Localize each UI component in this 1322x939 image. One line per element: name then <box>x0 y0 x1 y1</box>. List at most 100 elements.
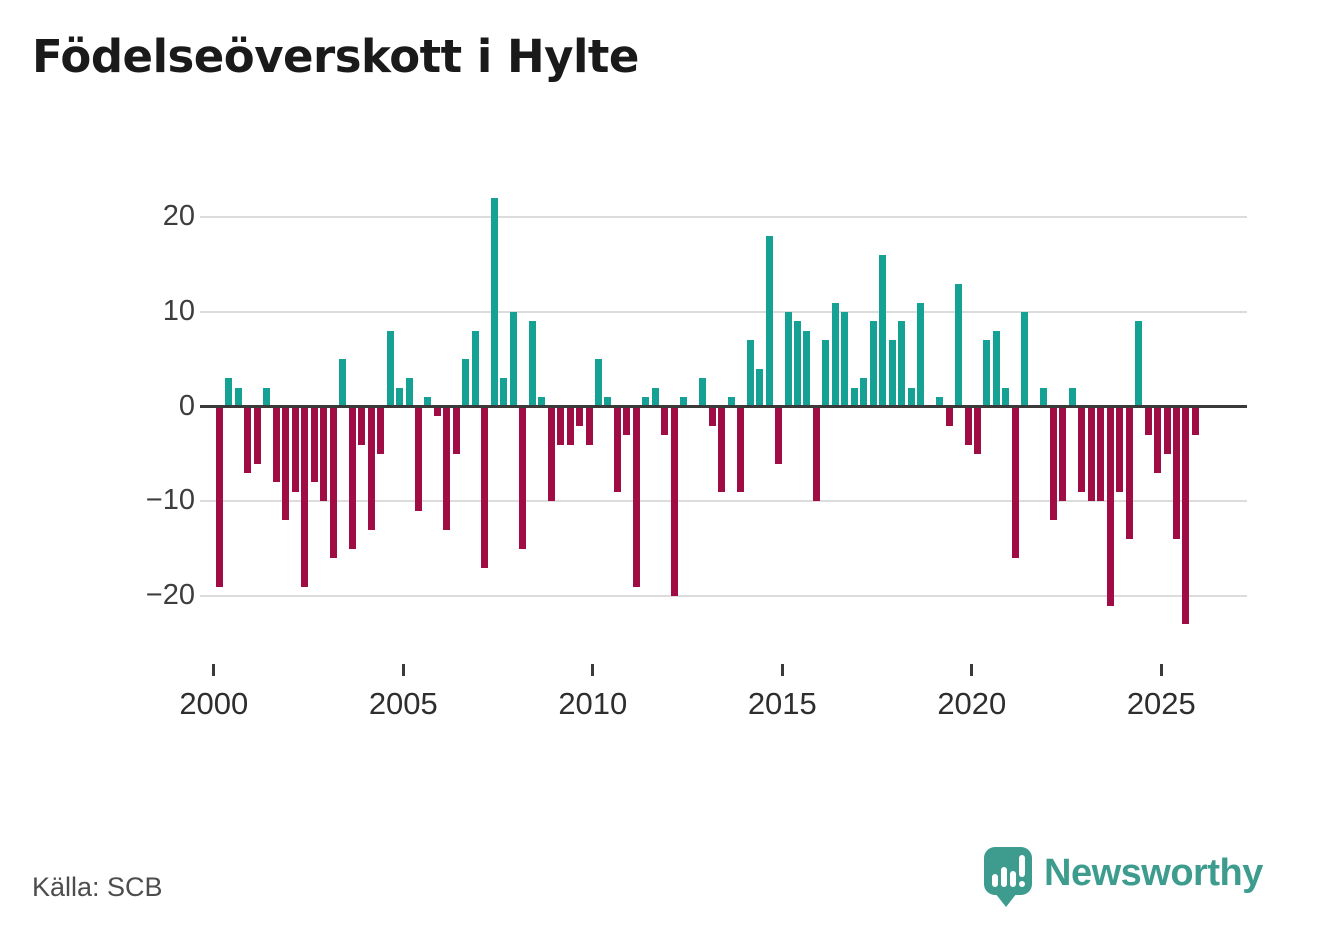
bar-2010Q3 <box>613 408 621 492</box>
bar-2007Q4 <box>509 312 517 406</box>
gridline-−10 <box>200 500 1247 503</box>
bar-2013Q3 <box>727 397 735 406</box>
bar-2010Q1 <box>595 359 602 406</box>
bar-2019Q4 <box>964 408 972 445</box>
x-axis-tick-2000 <box>212 664 216 676</box>
bar-2013Q1 <box>708 408 716 426</box>
bar-2020Q4 <box>1002 387 1010 406</box>
bar-2002Q1 <box>291 408 299 492</box>
bar-2024Q3 <box>1144 408 1152 436</box>
bar-2025Q3 <box>1182 408 1190 625</box>
bar-2011Q2 <box>642 397 650 406</box>
bar-2023Q4 <box>1116 408 1124 492</box>
bar-2012Q4 <box>699 378 707 406</box>
bar-2003Q1 <box>329 408 337 559</box>
bar-2006Q3 <box>462 359 470 406</box>
bar-2023Q2 <box>1097 408 1105 502</box>
bar-2000Q3 <box>234 387 242 406</box>
bar-2002Q3 <box>310 408 318 483</box>
bar-2011Q3 <box>651 387 659 406</box>
bar-2017Q4 <box>888 340 896 406</box>
bar-2011Q1 <box>632 408 640 587</box>
bar-2022Q1 <box>1049 408 1057 521</box>
bar-2021Q1 <box>1011 408 1019 559</box>
bar-2002Q4 <box>320 408 328 502</box>
gridline-−20 <box>200 595 1247 598</box>
bar-2021Q2 <box>1021 312 1029 406</box>
bar-2005Q2 <box>414 408 422 511</box>
gridline-10 <box>200 311 1247 313</box>
bar-2007Q2 <box>490 198 498 406</box>
bar-2016Q4 <box>850 387 858 406</box>
bar-2016Q3 <box>841 312 849 406</box>
logo-exclamation-dot <box>1019 881 1025 887</box>
bar-2001Q1 <box>253 408 261 464</box>
bar-2001Q2 <box>263 387 271 406</box>
bar-2008Q3 <box>538 397 546 406</box>
bar-2008Q2 <box>528 321 536 406</box>
bar-2007Q3 <box>500 378 508 406</box>
x-axis-label-2015: 2015 <box>747 686 817 721</box>
bar-2018Q1 <box>898 321 906 406</box>
bar-2011Q4 <box>661 408 669 436</box>
bar-2012Q2 <box>680 397 688 406</box>
bar-2009Q2 <box>566 408 574 445</box>
bar-2001Q3 <box>272 408 280 483</box>
bar-2021Q4 <box>1040 387 1048 406</box>
bar-2004Q3 <box>386 330 394 406</box>
newsworthy-logo: Newsworthy <box>984 845 1304 915</box>
bar-2004Q1 <box>367 408 375 530</box>
bar-2019Q2 <box>945 408 953 426</box>
logo-bar-large <box>1010 871 1016 887</box>
bar-2018Q2 <box>907 387 915 406</box>
bar-2014Q3 <box>765 236 773 406</box>
y-axis-label: −20 <box>145 579 195 612</box>
source-attribution: Källa: SCB <box>32 872 163 902</box>
bar-2023Q1 <box>1087 408 1095 502</box>
bar-2000Q4 <box>244 408 252 473</box>
bar-2006Q1 <box>443 408 451 530</box>
logo-bar-medium <box>1001 867 1007 887</box>
bar-2004Q2 <box>377 408 385 455</box>
bar-2015Q2 <box>793 321 801 406</box>
bar-2022Q2 <box>1059 408 1067 502</box>
bar-2022Q4 <box>1078 408 1086 492</box>
bar-2009Q4 <box>585 408 593 445</box>
bar-2015Q3 <box>803 330 811 406</box>
bar-2005Q1 <box>405 378 413 406</box>
gridline-20 <box>200 216 1247 219</box>
bar-2009Q3 <box>576 408 584 426</box>
x-axis-tick-2015 <box>780 664 784 676</box>
bar-2025Q2 <box>1172 408 1180 540</box>
bar-2006Q2 <box>452 408 460 455</box>
bar-2017Q1 <box>860 378 868 406</box>
bar-2024Q1 <box>1125 408 1133 540</box>
bar-2017Q3 <box>879 255 887 406</box>
bar-2014Q2 <box>756 368 764 406</box>
x-axis-label-2020: 2020 <box>937 686 1007 721</box>
x-axis-label-2000: 2000 <box>179 686 249 721</box>
bar-2014Q4 <box>775 408 783 464</box>
bar-2009Q1 <box>557 408 565 445</box>
bar-2003Q2 <box>339 359 347 406</box>
bar-2007Q1 <box>481 408 489 568</box>
page-title: Födelseöverskott i Hylte <box>32 30 639 83</box>
bar-2019Q1 <box>936 397 944 406</box>
bar-2005Q3 <box>424 397 432 406</box>
x-axis-label-2025: 2025 <box>1126 686 1196 721</box>
speech-bubble-tail <box>995 893 1017 907</box>
y-axis-label: 10 <box>162 295 195 327</box>
bar-2020Q3 <box>992 330 1000 406</box>
bar-2017Q2 <box>869 321 877 406</box>
bar-2014Q1 <box>746 340 754 406</box>
bar-2000Q1 <box>216 408 223 587</box>
bar-2008Q4 <box>547 408 555 502</box>
bar-2019Q3 <box>955 283 963 406</box>
bar-2016Q2 <box>831 302 839 406</box>
logo-bar-small <box>992 874 998 887</box>
bar-2023Q3 <box>1106 408 1114 606</box>
bar-2001Q4 <box>282 408 290 521</box>
bar-2004Q4 <box>396 387 404 406</box>
